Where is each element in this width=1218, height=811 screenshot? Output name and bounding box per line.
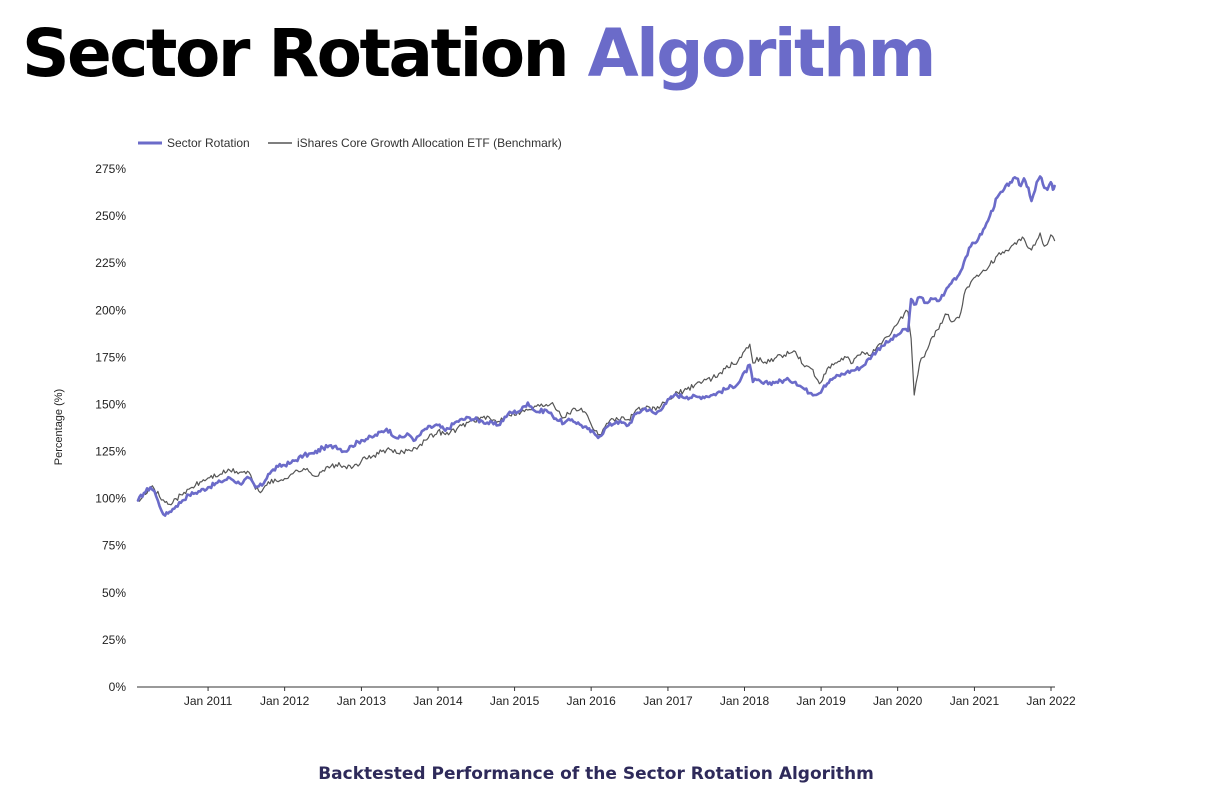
y-tick-label: 0% (109, 680, 127, 694)
x-tick-label: Jan 2018 (720, 694, 770, 708)
x-tick-label: Jan 2016 (566, 694, 616, 708)
y-tick-label: 75% (102, 539, 126, 553)
y-tick-label: 200% (95, 303, 126, 317)
series-line-strategy (136, 175, 1056, 517)
y-tick-label: 175% (95, 350, 126, 364)
x-tick-label: Jan 2021 (950, 694, 1000, 708)
y-tick-label: 250% (95, 209, 126, 223)
performance-chart-svg: Sector Rotation iShares Core Growth Allo… (53, 136, 1076, 708)
x-tick-label: Jan 2020 (873, 694, 923, 708)
y-tick-label: 225% (95, 256, 126, 270)
x-tick-label: Jan 2019 (796, 694, 846, 708)
x-tick-label: Jan 2015 (490, 694, 540, 708)
title-part-2: Algorithm (587, 15, 937, 92)
y-tick-label: 125% (95, 445, 126, 459)
title-part-1: Sector Rotation (22, 15, 570, 92)
chart-caption: Backtested Performance of the Sector Rot… (318, 764, 874, 784)
x-tick-label: Jan 2022 (1026, 694, 1076, 708)
x-tick-label: Jan 2012 (260, 694, 310, 708)
y-axis: 0% 25% 50% 75% 100% 125% 150% 175% 200% 225% 250% 2… (95, 162, 126, 694)
page-title: Sector Rotation Algorithm (22, 14, 937, 94)
y-tick-label: 50% (102, 586, 126, 600)
x-tick-label: Jan 2011 (184, 694, 233, 708)
x-tick-label: Jan 2017 (643, 694, 693, 708)
legend-label-strategy: Sector Rotation (167, 136, 250, 150)
series-line-benchmark (137, 232, 1056, 506)
y-tick-label: 100% (95, 492, 126, 506)
y-axis-title: Percentage (%) (53, 389, 65, 465)
x-tick-label: Jan 2013 (337, 694, 387, 708)
legend-label-benchmark: iShares Core Growth Allocation ETF (Benc… (297, 136, 562, 150)
chart-legend: Sector Rotation iShares Core Growth Allo… (138, 136, 562, 150)
x-axis: Jan 2011 Jan 2012 Jan 2013 Jan 2014 Jan 2015… (184, 687, 1076, 708)
y-tick-label: 150% (95, 397, 126, 411)
x-tick-label: Jan 2014 (413, 694, 463, 708)
y-tick-label: 25% (102, 633, 126, 647)
series-layer (136, 175, 1056, 517)
performance-chart: Sector Rotation iShares Core Growth Allo… (0, 120, 1218, 720)
y-tick-label: 275% (95, 162, 126, 176)
